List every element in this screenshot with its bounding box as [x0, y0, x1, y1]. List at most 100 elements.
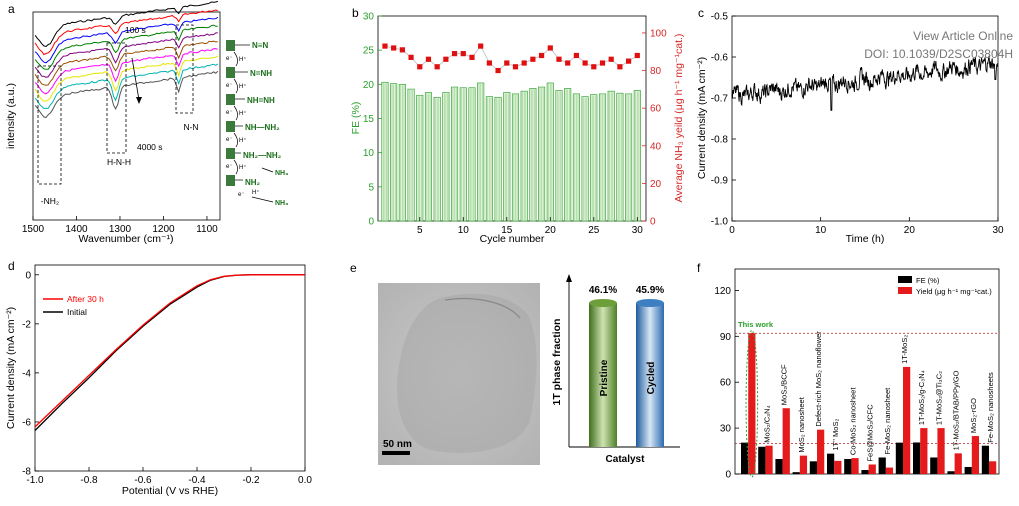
y-tick-label: -8 [22, 467, 31, 478]
yield-point [469, 54, 475, 60]
yield-bar [817, 429, 825, 474]
phase-bar-category: Cycled [646, 362, 657, 395]
fe-bar [981, 445, 990, 474]
y-tick-label: -0.7 [711, 94, 729, 105]
category-label: 1T-MoS₂@Ti₃C₂ [934, 371, 943, 425]
fe-bar [878, 457, 886, 474]
panel-b-yield-series [382, 43, 640, 74]
mech-step-2: N=NH [250, 69, 272, 78]
fe-bar [844, 459, 852, 474]
fe-bar [913, 442, 921, 474]
spectrum-line [34, 32, 218, 78]
x-tick-label: 1500 [22, 224, 45, 235]
y-tick-label: -6 [22, 417, 31, 428]
yield-bar [954, 453, 962, 474]
panel-c-trace [731, 55, 999, 111]
fe-bar [964, 466, 972, 474]
mech-proton: H⁺ [239, 110, 247, 117]
panel-b-x-label: Cycle number [480, 233, 545, 245]
y-tick-label-right: 20 [650, 179, 662, 190]
y-tick-label-right: 0 [650, 217, 656, 228]
panel-f-ticks: 0 30 60 90 120 [714, 286, 739, 481]
y-tick-label-left: 20 [363, 80, 375, 91]
x-tick-label: 1100 [196, 224, 218, 235]
category-label: Fe-MoS₂ nanosheets [986, 372, 995, 443]
fe-bar [792, 472, 800, 474]
mech-step-1: N≡N [252, 41, 268, 50]
y-tick-label-left: 0 [368, 217, 374, 228]
mech-electron: e⁻ [226, 56, 233, 62]
yield-point [434, 64, 440, 70]
panel-e-y-arrow [566, 274, 572, 282]
fe-bar [930, 457, 938, 474]
y-tick-label-left: 25 [363, 46, 375, 57]
y-tick-label: 0 [25, 270, 31, 281]
catalyst-block-icon [226, 148, 235, 159]
mech-electron: e⁻ [226, 164, 233, 170]
fe-bar [947, 471, 955, 474]
panel-a-box-nh2 [37, 65, 62, 185]
mech-step-4: NH—NH₂ [245, 123, 280, 132]
tem-edge [444, 298, 521, 319]
panel-e-x-label: Catalyst [606, 454, 646, 465]
panel-f: f 0 30 60 90 120 MoS₂/C₃N₄ MoS₂/BCCF MoS₂ nano… [697, 261, 1000, 481]
y-tick-label: -0.9 [711, 176, 729, 187]
category-label: 1T-MoS₂/g-C₃N₄ [917, 370, 926, 425]
yield-point [617, 64, 623, 70]
yield-point [504, 60, 510, 66]
watermark-line-1: View Article Online [913, 29, 1013, 43]
y-tick-label: -4 [22, 368, 31, 379]
panel-a-box-nn [175, 24, 194, 114]
spectrum-line [34, 16, 219, 64]
mech-product-1: NH₃ [275, 170, 288, 177]
fe-bar [758, 446, 766, 474]
y-tick-label: 30 [720, 424, 732, 435]
y-tick-label: 120 [714, 286, 731, 297]
panel-a-time-arrow [131, 57, 140, 101]
x-tick-label: -1.0 [26, 475, 44, 486]
yield-bar [799, 455, 808, 474]
x-tick-label: -0.2 [242, 475, 260, 486]
mech-electron: e⁻ [226, 137, 233, 143]
yield-point [582, 60, 588, 66]
spectrum-line [34, 24, 218, 70]
x-tick-label: -0.6 [134, 475, 152, 486]
y-tick-label: -0.8 [711, 135, 729, 146]
x-tick-label: 25 [588, 225, 600, 236]
yield-point [599, 60, 606, 66]
fe-bar [741, 442, 749, 474]
yield-point [556, 56, 562, 62]
panel-c-ticks: 0 10 20 30 -0.5 -0.6 -0.7 -0.8 -0.9 -1.0 [711, 12, 1004, 237]
catalyst-block-icon [226, 94, 235, 105]
panel-a-mechanism: N≡N N=NH NH=NH NH—NH₂ NH₂—NH₂ NH₂ NH₃ NH… [222, 14, 288, 222]
yield-point [451, 51, 458, 57]
yield-bar [937, 428, 945, 474]
panel-d-ticks: -1.0 -0.8 -0.6 -0.4 -0.2 0.0 0 -2 -4 -6 -8 [22, 270, 312, 486]
category-label: MoS₂/C₃N₄ [762, 405, 771, 442]
panel-b-letter: b [352, 6, 359, 20]
yield-point [408, 54, 414, 60]
x-tick-label: 10 [458, 225, 470, 236]
legend-label-after: After 30 h [67, 294, 104, 304]
y-tick-label-right: 60 [650, 104, 662, 115]
panel-e-letter: e [350, 261, 357, 275]
mech-proton: H⁺ [239, 56, 247, 63]
phase-bar-category: Pristine [599, 359, 610, 396]
y-tick-label-right: 40 [650, 141, 662, 152]
panel-f-ref-lines [735, 332, 999, 444]
phase-bar-top [636, 299, 664, 307]
catalyst-block-icon [226, 67, 235, 78]
panel-e-bars: 46.1% Pristine 45.9% Cycled [589, 285, 664, 447]
x-tick-label: 0.0 [298, 475, 312, 486]
yield-bar [920, 428, 928, 474]
panel-a-spectra [34, 0, 219, 119]
panel-a-time-arrow-head [136, 97, 142, 104]
phase-bar-pristine [589, 303, 617, 447]
phase-bar-top [589, 299, 617, 307]
y-tick-label: 0 [725, 470, 731, 481]
category-label: MoS₂ nanosheet [797, 396, 806, 452]
mech-proton: H⁺ [252, 189, 260, 196]
y-tick-label: -2 [22, 319, 31, 330]
category-label: MoS₂-rGO [969, 398, 978, 433]
